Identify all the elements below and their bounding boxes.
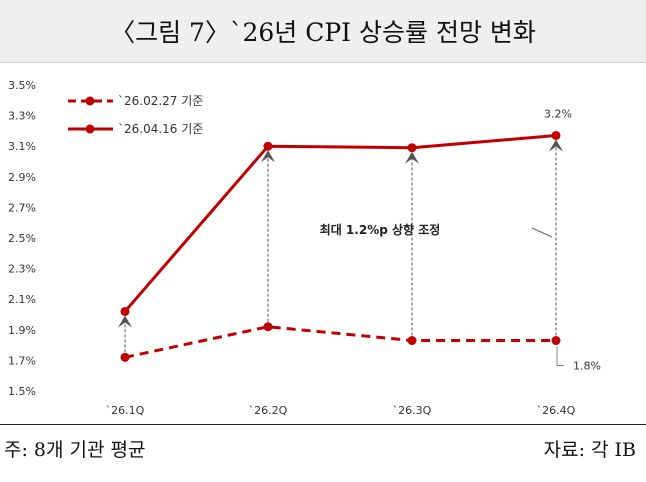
data-point xyxy=(263,141,273,151)
x-tick-label: `26.2Q xyxy=(249,404,288,417)
x-tick-label: `26.1Q xyxy=(106,404,145,417)
legend-marker xyxy=(85,96,95,106)
y-tick-label: 2.3% xyxy=(8,263,36,276)
legend-marker xyxy=(85,124,95,134)
footer: 주: 8개 기관 평균 자료: 각 IB xyxy=(0,424,646,482)
y-tick-label: 3.5% xyxy=(8,79,36,92)
data-point xyxy=(551,336,561,346)
callout-leader xyxy=(531,227,553,238)
data-point xyxy=(407,336,417,346)
y-tick-label: 2.9% xyxy=(8,171,36,184)
y-tick-label: 1.7% xyxy=(8,354,36,367)
data-point xyxy=(551,130,561,140)
y-tick-label: 3.3% xyxy=(8,110,36,123)
arrow-head-icon xyxy=(549,139,563,152)
chart-title: 〈그림 7〉`26년 CPI 상승률 전망 변화 xyxy=(0,0,646,63)
legend-label: `26.02.27 기준 xyxy=(118,94,203,108)
arrow-head-icon xyxy=(118,315,132,328)
leader-line xyxy=(556,346,564,367)
line-chart: 1.5% 1.7% 1.9% 2.1% 2.3% 2.5% 2.7% 2.9% 3.1% 3.3%… xyxy=(8,79,601,417)
y-tick-label: 2.1% xyxy=(8,293,36,306)
series-line-1 xyxy=(123,133,557,313)
data-label-solid: 3.2% xyxy=(544,107,572,120)
data-point xyxy=(407,143,417,153)
callout-label: 최대 1.2%p 상향 조정 xyxy=(320,222,441,237)
series-line-0 xyxy=(124,325,556,359)
legend-label: `26.04.16 기준 xyxy=(118,122,203,136)
data-point xyxy=(263,322,273,332)
x-tick-label: `26.3Q xyxy=(393,404,432,417)
y-tick-label: 1.9% xyxy=(8,324,36,337)
data-point xyxy=(120,352,130,362)
y-tick-label: 3.1% xyxy=(8,140,36,153)
y-tick-label: 2.7% xyxy=(8,201,36,214)
arrow-head-icon xyxy=(261,150,275,163)
y-tick-label: 2.5% xyxy=(8,232,36,245)
data-point xyxy=(120,306,130,316)
y-tick-label: 1.5% xyxy=(8,385,36,398)
data-label-dashed: 1.8% xyxy=(573,360,601,373)
arrow-head-icon xyxy=(405,151,419,164)
x-tick-label: `26.4Q xyxy=(537,404,576,417)
footer-source: 자료: 각 IB xyxy=(543,439,636,461)
footer-note: 주: 8개 기관 평균 xyxy=(4,439,146,461)
